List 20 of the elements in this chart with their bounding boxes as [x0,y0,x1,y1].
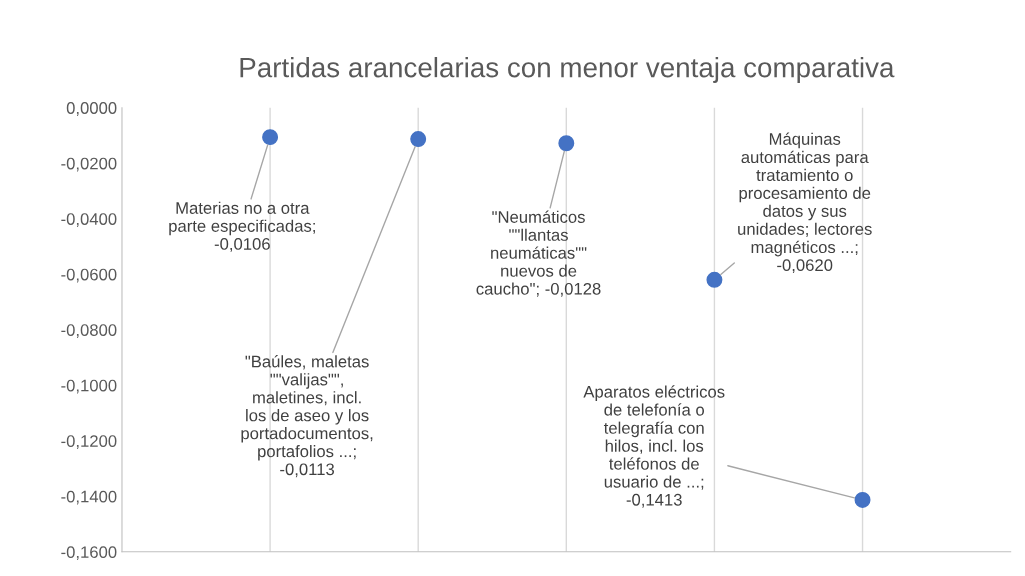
data-label: Aparatos eléctricos de telefonía o telegrafía con hilos, incl. los teléfonos de usuario de ...; -0,1413 [583,385,725,508]
data-label: "Baúles, maletas ""valijas"", maletines, incl. los de aseo y los portadocumentos, portafolios ...; -0,0113 [241,355,373,478]
y-tick-label: -0,1600 [61,546,117,560]
data-label: Materias no a otra parte especificadas; -0,0106 [169,201,315,252]
point [706,271,723,288]
y-tick-label: -0,0800 [61,324,117,338]
y-tick-label: -0,0400 [61,213,117,227]
point [854,491,871,508]
point [410,131,427,148]
y-tick-label: -0,0200 [61,157,117,172]
y-tick-label: -0,0600 [61,268,117,283]
point [558,135,575,152]
point [262,129,279,146]
data-label: "Neumáticos ""llantas neumáticas"" nuevos de caucho"; -0,0128 [476,210,601,297]
y-tick-label: -0,1400 [61,490,117,505]
y-tick-label: 0,0000 [66,102,117,116]
y-tick-label: -0,1200 [61,435,117,449]
y-tick-label: -0,1000 [61,379,117,394]
data-label: Máquinas automáticas para tratamiento o procesamiento de datos y sus unidades; lectores magnéticos ...; -0,0620 [738,132,872,274]
chart-title: Partidas arancelarias con menor ventaja comparativa [240,57,895,83]
